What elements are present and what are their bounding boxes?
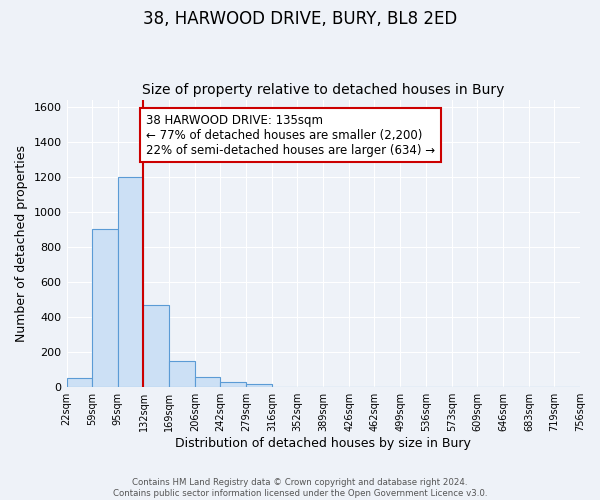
Text: Contains HM Land Registry data © Crown copyright and database right 2024.
Contai: Contains HM Land Registry data © Crown c… <box>113 478 487 498</box>
Bar <box>118 176 143 387</box>
Title: Size of property relative to detached houses in Bury: Size of property relative to detached ho… <box>142 83 505 97</box>
Bar <box>67 378 92 387</box>
Text: 38, HARWOOD DRIVE, BURY, BL8 2ED: 38, HARWOOD DRIVE, BURY, BL8 2ED <box>143 10 457 28</box>
Bar <box>195 376 220 387</box>
Bar <box>92 230 118 387</box>
Y-axis label: Number of detached properties: Number of detached properties <box>15 145 28 342</box>
X-axis label: Distribution of detached houses by size in Bury: Distribution of detached houses by size … <box>175 437 471 450</box>
Bar <box>247 384 272 387</box>
Bar <box>220 382 247 387</box>
Bar <box>143 305 169 387</box>
Bar <box>169 361 195 387</box>
Text: 38 HARWOOD DRIVE: 135sqm
← 77% of detached houses are smaller (2,200)
22% of sem: 38 HARWOOD DRIVE: 135sqm ← 77% of detach… <box>146 114 435 156</box>
